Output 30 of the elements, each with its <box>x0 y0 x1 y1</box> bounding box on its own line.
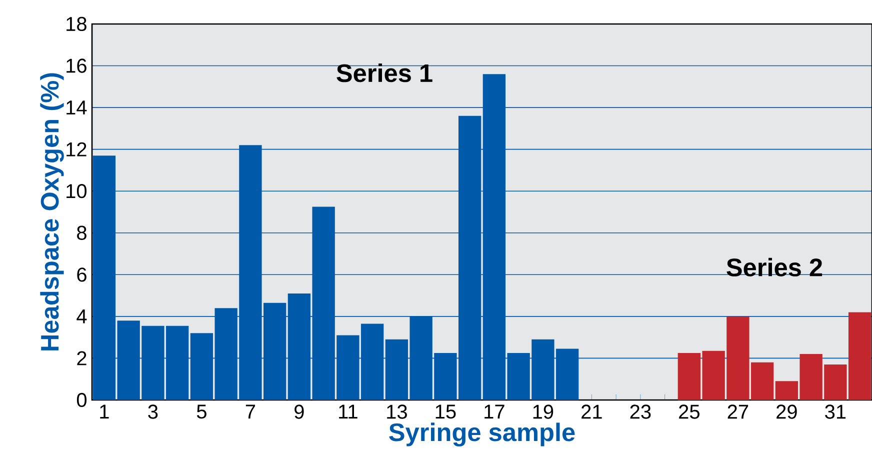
x-tick-label: 13 <box>387 404 407 419</box>
x-tick-label: 23 <box>630 404 651 419</box>
x-tick-label: 7 <box>246 404 256 418</box>
y-tick-label: 10 <box>66 184 87 198</box>
x-axis-title: Syringe sample <box>389 422 575 446</box>
x-tick-label: 5 <box>196 404 206 418</box>
y-tick-label: 18 <box>66 16 86 31</box>
series-label: Series 1 <box>336 63 432 82</box>
y-tick-label: 0 <box>76 392 87 407</box>
y-tick-label: 2 <box>77 351 86 366</box>
y-tick-label: 4 <box>76 309 87 324</box>
y-tick-label: 16 <box>66 58 86 73</box>
x-tick-label: 3 <box>148 404 158 419</box>
y-tick-label: 14 <box>66 100 87 114</box>
x-tick-label: 11 <box>339 404 358 418</box>
x-tick-label: 25 <box>679 404 700 419</box>
y-axis-title: Headspace Oxygen (%) <box>40 73 64 350</box>
x-tick-label: 29 <box>776 404 797 419</box>
x-tick-label: 31 <box>825 404 846 419</box>
x-tick-label: 19 <box>533 404 554 419</box>
series-label: Series 2 <box>726 258 822 276</box>
y-tick-label: 8 <box>77 226 86 240</box>
x-tick-label: 1 <box>100 404 109 418</box>
y-tick-label: 12 <box>66 142 86 156</box>
x-tick-label: 27 <box>728 404 748 418</box>
x-tick-label: 15 <box>436 404 456 418</box>
y-tick-label: 6 <box>77 267 86 282</box>
x-tick-label: 17 <box>484 404 504 418</box>
x-tick-label: 21 <box>582 404 602 418</box>
x-tick-label: 9 <box>294 404 304 419</box>
